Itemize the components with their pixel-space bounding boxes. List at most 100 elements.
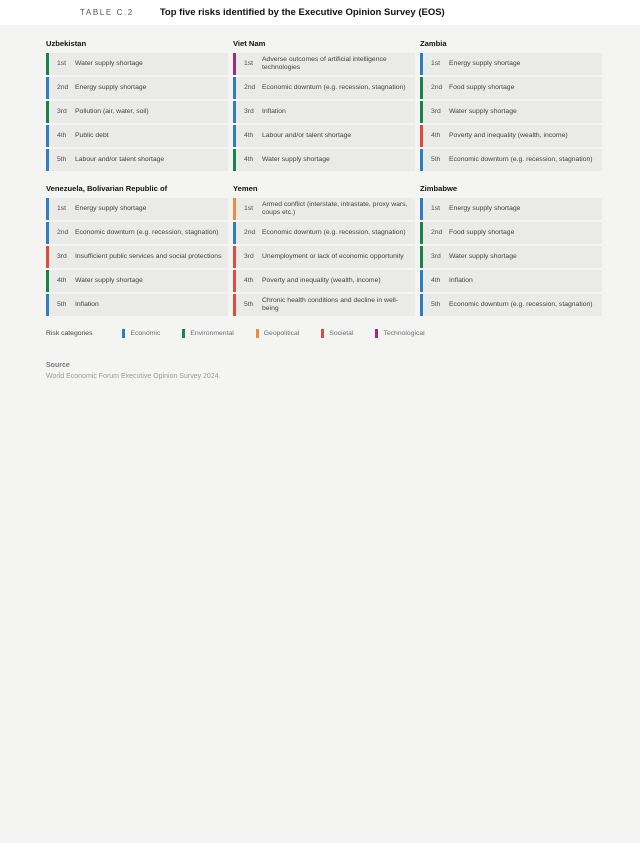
- risk-rank: 1st: [431, 205, 441, 212]
- risk-row: 1st Armed conflict (interstate, intrasta…: [233, 198, 415, 220]
- country-block: Yemen 1st Armed conflict (interstate, in…: [233, 184, 415, 316]
- legend-item-label: Technological: [383, 330, 425, 337]
- table-number-label: TABLE C.2: [80, 8, 134, 17]
- legend-item: Geopolitical: [255, 329, 300, 338]
- legend-item-label: Societal: [329, 330, 354, 337]
- source-section: Source World Economic Forum Executive Op…: [46, 362, 594, 380]
- risk-rank: 4th: [57, 277, 67, 284]
- risk-row: 1st Energy supply shortage: [420, 53, 602, 75]
- risk-label: Economic downturn (e.g. recession, stagn…: [75, 229, 219, 236]
- category-color-swatch: [321, 329, 325, 338]
- risk-rank: 2nd: [431, 84, 443, 91]
- risk-label: Unemployment or lack of economic opportu…: [262, 253, 404, 260]
- legend-item: Societal: [321, 329, 353, 338]
- table-header: TABLE C.2 Top five risks identified by t…: [0, 0, 640, 25]
- risk-row: 4th Poverty and inequality (wealth, inco…: [233, 270, 415, 292]
- risk-label: Poverty and inequality (wealth, income): [449, 132, 568, 139]
- country-name: Yemen: [233, 184, 258, 193]
- risk-rank: 1st: [57, 60, 67, 67]
- risk-rank: 5th: [431, 301, 441, 308]
- risk-row: 5th Inflation: [46, 294, 228, 316]
- risk-rank: 4th: [244, 277, 254, 284]
- risk-label: Poverty and inequality (wealth, income): [262, 277, 381, 284]
- country-risk-list: 1st Armed conflict (interstate, intrasta…: [233, 198, 415, 316]
- risk-row: 4th Labour and/or talent shortage: [233, 125, 415, 147]
- risk-rank: 4th: [244, 132, 254, 139]
- legend-title: Risk categories: [46, 330, 93, 337]
- risk-row: 5th Economic downturn (e.g. recession, s…: [420, 149, 602, 171]
- risk-label: Economic downturn (e.g. recession, stagn…: [262, 84, 406, 91]
- risk-row: 3rd Inflation: [233, 101, 415, 123]
- country-risk-list: 1st Energy supply shortage 2nd Food supp…: [420, 198, 602, 316]
- risk-row: 4th Water supply shortage: [46, 270, 228, 292]
- legend-item-label: Geopolitical: [263, 330, 300, 337]
- risk-rank: 3rd: [244, 108, 254, 115]
- risk-row: 2nd Economic downturn (e.g. recession, s…: [233, 222, 415, 244]
- country-block: Zimbabwe 1st Energy supply shortage 2nd …: [420, 184, 602, 316]
- country-block: Uzbekistan 1st Water supply shortage 2nd…: [46, 39, 228, 171]
- risk-label: Chronic health conditions and decline in…: [262, 297, 399, 312]
- risk-rank: 2nd: [244, 84, 256, 91]
- risk-row: 1st Adverse outcomes of artificial intel…: [233, 53, 415, 75]
- risk-rank: 1st: [57, 205, 67, 212]
- risk-rank: 3rd: [57, 253, 67, 260]
- risk-label: Energy supply shortage: [75, 84, 147, 91]
- country-name: Zimbabwe: [420, 184, 458, 193]
- risk-row: 3rd Water supply shortage: [420, 246, 602, 268]
- legend-item: Economic: [122, 329, 160, 338]
- risk-rank: 4th: [244, 156, 254, 163]
- country-name: Zambia: [420, 39, 447, 48]
- risk-label: Water supply shortage: [75, 60, 143, 67]
- risk-row: 2nd Food supply shortage: [420, 77, 602, 99]
- risk-row: 3rd Pollution (air, water, soil): [46, 101, 228, 123]
- risk-label: Pollution (air, water, soil): [75, 108, 149, 115]
- risk-label: Water supply shortage: [75, 277, 143, 284]
- risk-row: 2nd Energy supply shortage: [46, 77, 228, 99]
- country-name: Venezuela, Bolivarian Republic of: [46, 184, 168, 193]
- risk-label: Energy supply shortage: [449, 60, 521, 67]
- country-block: Venezuela, Bolivarian Republic of 1st En…: [46, 184, 228, 316]
- country-risk-list: 1st Adverse outcomes of artificial intel…: [233, 53, 415, 171]
- risk-row: 3rd Insufficient public services and soc…: [46, 246, 228, 268]
- risk-categories-legend: Risk categories Economic Environmental G…: [46, 329, 594, 338]
- table-panel: Uzbekistan 1st Water supply shortage 2nd…: [0, 25, 640, 843]
- risk-label: Economic downturn (e.g. recession, stagn…: [262, 229, 406, 236]
- risk-label: Energy supply shortage: [449, 205, 521, 212]
- category-color-swatch: [122, 329, 126, 338]
- source-text: World Economic Forum Executive Opinion S…: [46, 373, 221, 380]
- country-grid: Uzbekistan 1st Water supply shortage 2nd…: [46, 39, 602, 316]
- source-label: Source: [46, 362, 70, 369]
- risk-label: Water supply shortage: [262, 156, 330, 163]
- risk-rank: 2nd: [57, 84, 69, 91]
- risk-rank: 2nd: [244, 229, 256, 236]
- risk-row: 1st Water supply shortage: [46, 53, 228, 75]
- risk-rank: 1st: [244, 205, 254, 212]
- country-block: Viet Nam 1st Adverse outcomes of artific…: [233, 39, 415, 171]
- risk-row: 5th Labour and/or talent shortage: [46, 149, 228, 171]
- risk-row: 4th Poverty and inequality (wealth, inco…: [420, 125, 602, 147]
- legend-item: Technological: [375, 329, 425, 338]
- legend-item-label: Economic: [130, 330, 161, 337]
- table-title: Top five risks identified by the Executi…: [159, 7, 445, 18]
- risk-label: Labour and/or talent shortage: [262, 132, 352, 139]
- category-color-swatch: [255, 329, 259, 338]
- risk-rank: 5th: [57, 301, 67, 308]
- risk-rank: 4th: [57, 132, 67, 139]
- country-risk-list: 1st Energy supply shortage 2nd Food supp…: [420, 53, 602, 171]
- risk-label: Energy supply shortage: [75, 205, 147, 212]
- risk-rank: 1st: [431, 60, 441, 67]
- risk-rank: 2nd: [57, 229, 69, 236]
- country-risk-list: 1st Energy supply shortage 2nd Economic …: [46, 198, 228, 316]
- country-risk-list: 1st Water supply shortage 2nd Energy sup…: [46, 53, 228, 171]
- risk-rank: 4th: [431, 132, 441, 139]
- risk-rank: 2nd: [431, 229, 443, 236]
- risk-row: 2nd Economic downturn (e.g. recession, s…: [46, 222, 228, 244]
- risk-row: 5th Chronic health conditions and declin…: [233, 294, 415, 316]
- risk-label: Economic downturn (e.g. recession, stagn…: [449, 156, 593, 163]
- risk-rank: 5th: [57, 156, 67, 163]
- category-color-swatch: [375, 329, 379, 338]
- risk-label: Water supply shortage: [449, 253, 517, 260]
- country-name: Viet Nam: [233, 39, 266, 48]
- legend-items: Economic Environmental Geopolitical Soci…: [122, 329, 446, 338]
